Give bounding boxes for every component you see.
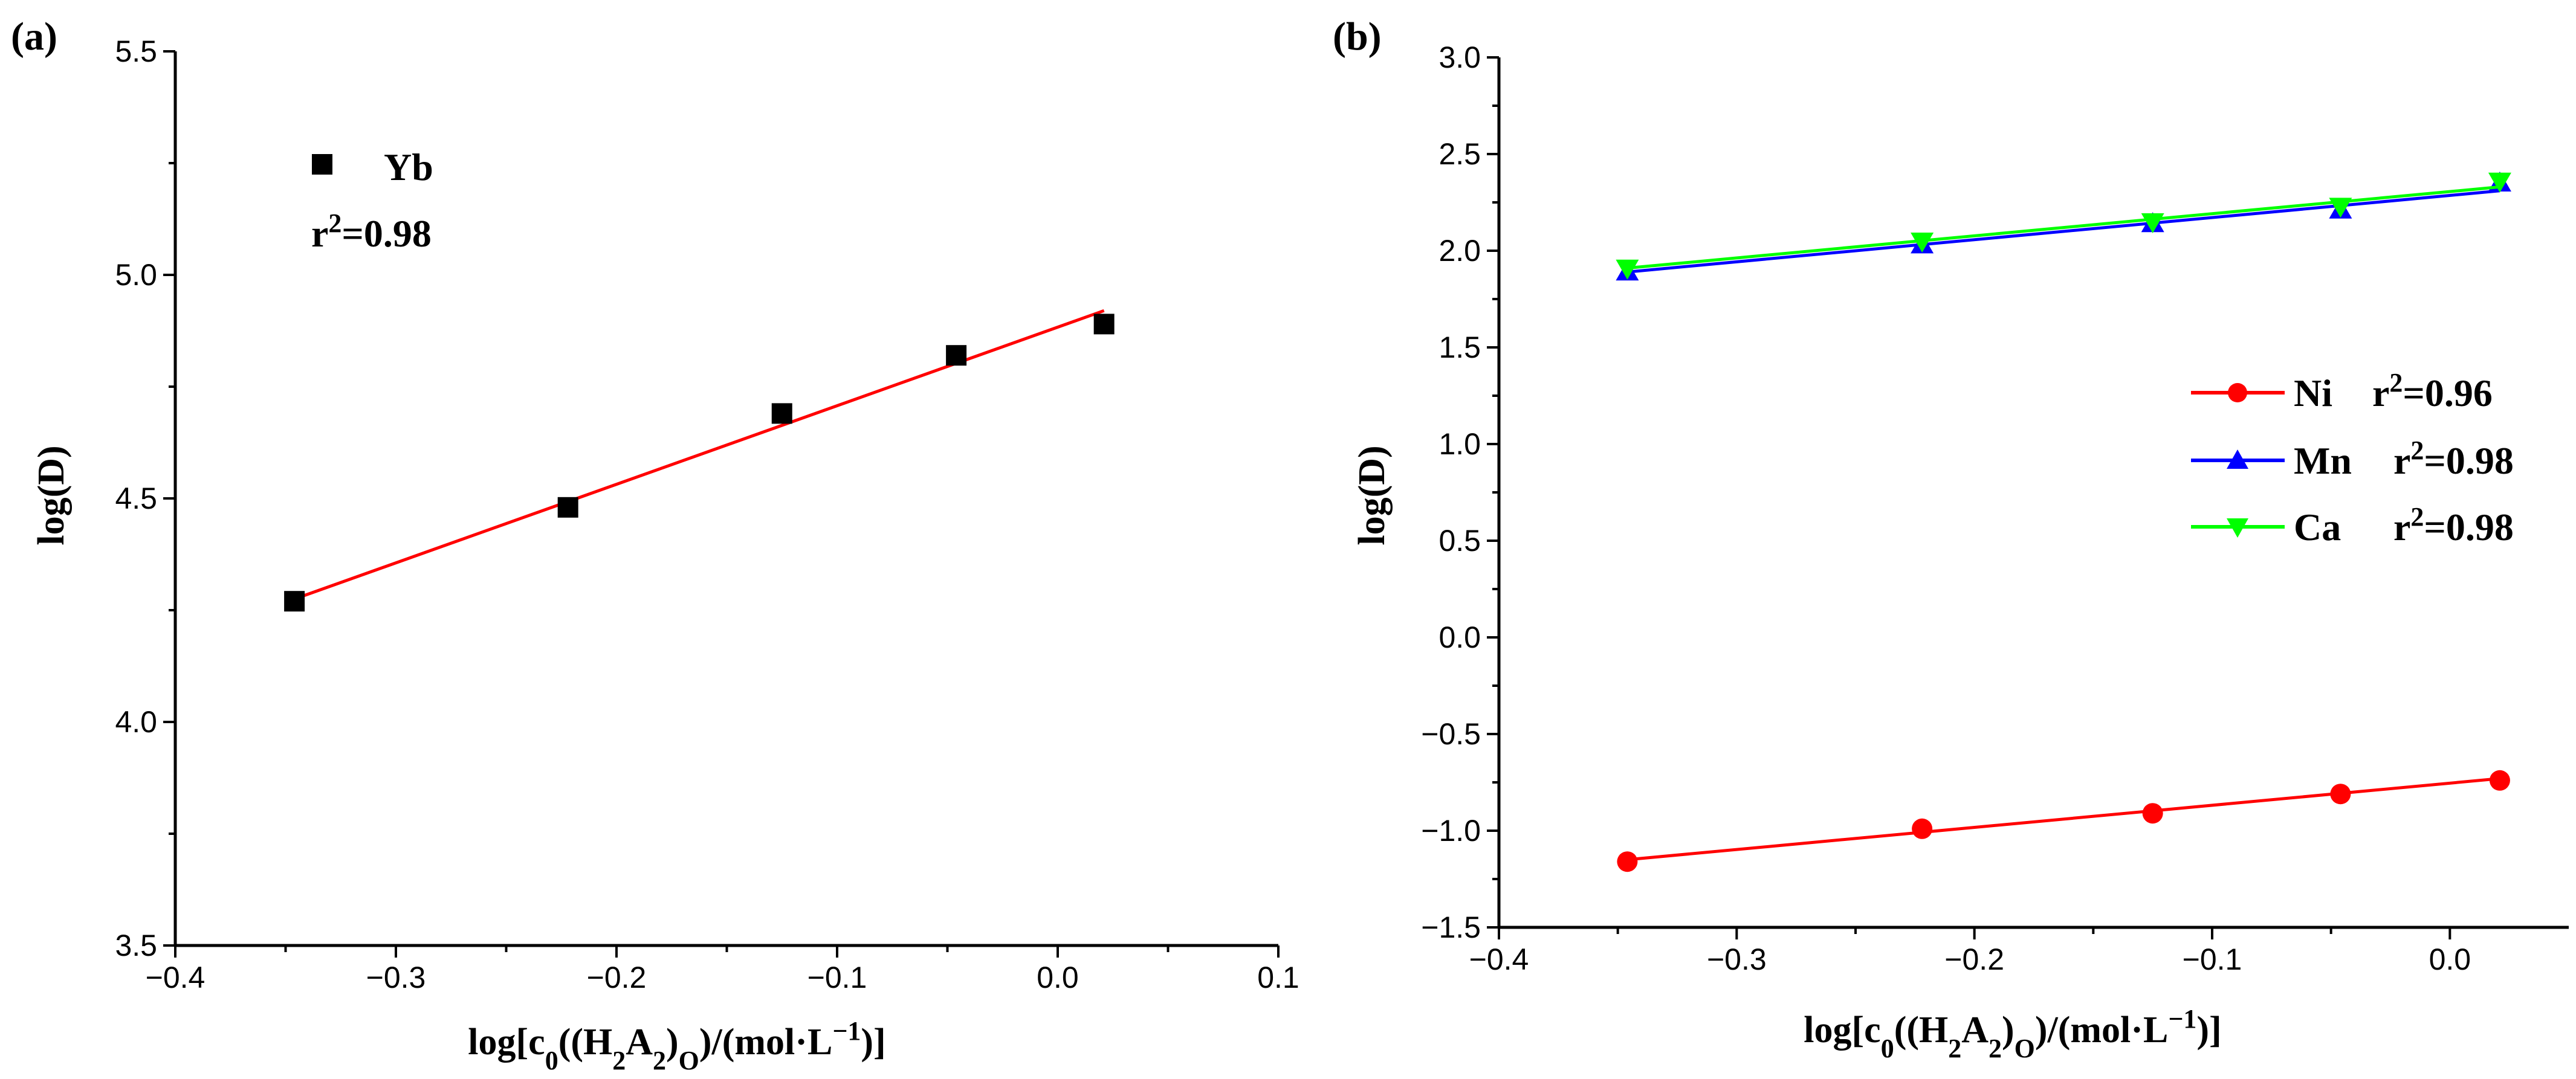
fit-line-mn [1627,189,2500,274]
x-axis-label-b: log[c0((H2A2)O)/(mol·L−1)] [1804,1004,2221,1063]
x-tick-label: −0.4 [1469,942,1529,976]
legend-r2-ni: r2=0.96 [2372,368,2493,415]
chart-panel-a: (a) −0.4 −0.3 −0.2 −0.1 0.0 0.1 3.5 4.0 4.5 5.0 5… [11,14,1299,1075]
y-tick-label: 0.0 [1438,620,1481,654]
legend-marker-ni [2228,383,2247,402]
legend-label-yb: Yb [384,146,433,188]
x-tick-label: −0.3 [1707,942,1767,976]
x-tick-label: −0.3 [366,961,426,994]
y-tick-label: 5.5 [115,34,157,68]
data-point-ni [2142,803,2163,824]
y-tick-label: 1.5 [1438,330,1481,364]
data-point-ni [1912,818,1933,839]
x-tick-label: −0.1 [807,961,867,994]
x-tick-label: 0.0 [1037,961,1079,994]
y-tick-label: 2.0 [1438,234,1481,268]
legend-marker-mn [2227,449,2248,469]
legend-r2-ca: r2=0.98 [2393,502,2514,549]
y-tick-label: −1.0 [1421,814,1481,848]
data-point-yb [284,591,305,612]
data-point-yb [1093,314,1115,335]
fit-line-yb [294,309,1105,601]
plot-area-a [173,51,1278,947]
legend-marker-ca [2227,518,2248,538]
legend-entry-ca: Ca r2=0.98 [2191,502,2514,549]
y-axis-label-a: log(D) [31,445,72,545]
data-point-ni [2330,784,2351,805]
y-tick-label: −1.5 [1421,910,1481,944]
y-ticks-b: −1.5 −1.0 −0.5 0.0 0.5 1.0 1.5 2.0 2.5 3.0 [1421,40,1499,944]
data-point-yb [771,403,792,424]
y-tick-label: 2.5 [1438,137,1481,171]
legend-label-ni: Ni [2294,372,2332,414]
x-tick-label: 0.1 [1257,961,1299,994]
data-point-yb [557,497,578,518]
y-axis-label-b: log(D) [1351,445,1393,545]
legend-a: Yb r2=0.98 [311,146,433,255]
data-point-yb [946,345,967,366]
data-point-ni [2489,770,2510,791]
y-tick-label: 3.5 [115,929,157,962]
x-tick-label: −0.2 [1944,942,2004,976]
legend-r2-mn: r2=0.98 [2393,436,2514,483]
data-point-ca [1616,259,1639,280]
y-tick-label: 0.5 [1438,524,1481,558]
data-point-ni [1617,851,1638,872]
x-axis-label-a: log[c0((H2A2)O)/(mol·L−1)] [468,1016,885,1075]
y-tick-label: 1.0 [1438,427,1481,461]
x-ticks-a: −0.4 −0.3 −0.2 −0.1 0.0 0.1 [146,945,1299,994]
y-ticks-a: 3.5 4.0 4.5 5.0 5.5 [115,34,175,962]
legend-r2-yb: r2=0.98 [311,208,432,256]
fit-line-ni [1627,777,2500,862]
data-point-ca [2488,172,2511,193]
legend-entry-ni: Ni r2=0.96 [2191,368,2493,415]
fit-line-ca [1627,185,2500,270]
legend-label-ca: Ca [2294,506,2341,549]
data-point-ca [2141,213,2164,233]
x-tick-label: 0.0 [2429,942,2471,976]
chart-panel-b: (b) −0.4 −0.3 −0.2 −0.1 0.0 −1.5 −1.0 −0.5 0.0 0… [1333,14,2569,1063]
legend-b: Ni r2=0.96 Mn r2=0.98 Ca r2=0.98 [2191,368,2514,549]
data-point-ca [1911,233,1934,253]
legend-marker-yb [312,154,332,175]
plot-area-b [1497,57,2569,929]
y-tick-label: 4.5 [115,482,157,515]
y-tick-label: −0.5 [1421,717,1481,751]
x-ticks-b: −0.4 −0.3 −0.2 −0.1 0.0 [1469,927,2471,976]
y-tick-label: 5.0 [115,258,157,292]
x-tick-label: −0.1 [2183,942,2242,976]
x-tick-label: −0.2 [587,961,647,994]
legend-label-mn: Mn [2294,439,2352,482]
y-tick-label: 3.0 [1438,40,1481,74]
y-tick-label: 4.0 [115,705,157,739]
x-tick-label: −0.4 [146,961,205,994]
panel-label-a: (a) [11,14,57,59]
legend-entry-mn: Mn r2=0.98 [2191,436,2514,483]
panel-label-b: (b) [1333,14,1382,59]
data-point-ca [2329,198,2352,218]
